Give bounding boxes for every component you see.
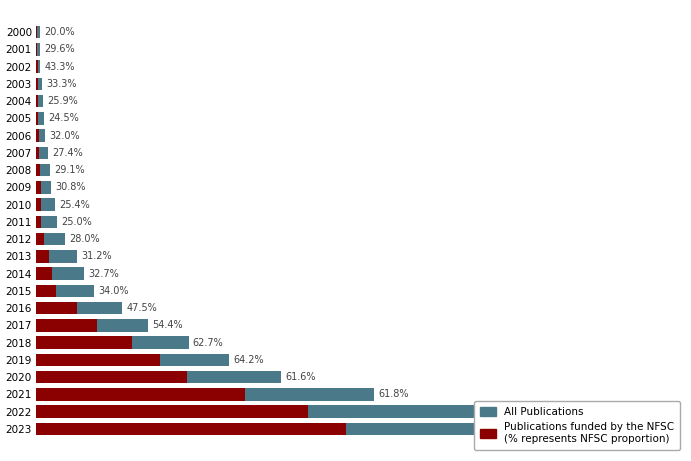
Text: 32.7%: 32.7% (88, 269, 119, 278)
Bar (49, 250, 77, 263)
Bar (40, 164, 50, 177)
Bar (41, 216, 57, 228)
Bar (187, 371, 281, 383)
Bar (36, 388, 245, 401)
Text: 60.9%: 60.9% (486, 407, 517, 417)
Bar (97, 319, 149, 331)
Text: 58.2%: 58.2% (573, 424, 603, 434)
Bar (132, 337, 189, 349)
Bar (77, 302, 122, 314)
Bar (41, 198, 55, 211)
Text: 25.0%: 25.0% (61, 217, 93, 227)
Bar (37, 43, 40, 56)
Bar (38, 95, 44, 107)
Bar (36, 233, 44, 245)
Bar (36, 250, 49, 263)
Bar (36, 354, 160, 366)
Bar (41, 181, 52, 194)
Bar (160, 354, 229, 366)
Text: 24.5%: 24.5% (48, 113, 79, 124)
Text: 29.1%: 29.1% (54, 165, 84, 175)
Text: 33.3%: 33.3% (46, 79, 77, 89)
Bar (56, 284, 94, 297)
Text: 61.6%: 61.6% (285, 372, 315, 382)
Text: 27.4%: 27.4% (53, 148, 83, 158)
Bar (307, 405, 482, 418)
Bar (36, 216, 41, 228)
Text: 47.5%: 47.5% (126, 303, 158, 313)
Text: 31.2%: 31.2% (82, 251, 112, 261)
Text: 54.4%: 54.4% (153, 320, 183, 331)
Bar (36, 26, 37, 38)
Bar (36, 78, 38, 90)
Bar (36, 337, 132, 349)
Bar (36, 130, 39, 142)
Text: 25.9%: 25.9% (48, 96, 78, 106)
Text: 62.7%: 62.7% (193, 337, 224, 348)
Bar (36, 198, 41, 211)
Bar (36, 267, 52, 280)
Text: 20.0%: 20.0% (44, 27, 75, 37)
Bar (36, 423, 346, 435)
Bar (44, 233, 65, 245)
Bar (39, 147, 48, 159)
Bar (36, 319, 97, 331)
Bar (37, 26, 39, 38)
Bar (36, 60, 38, 73)
Text: 61.8%: 61.8% (379, 389, 409, 399)
Bar (36, 147, 39, 159)
Bar (36, 112, 38, 124)
Text: 29.6%: 29.6% (44, 44, 75, 54)
Text: 43.3%: 43.3% (45, 62, 75, 72)
Bar (39, 130, 46, 142)
Bar (346, 423, 569, 435)
Text: 64.2%: 64.2% (233, 355, 264, 365)
Bar (38, 112, 44, 124)
Bar (245, 388, 374, 401)
Bar (36, 302, 77, 314)
Bar (38, 78, 41, 90)
Text: 28.0%: 28.0% (69, 234, 100, 244)
Text: 32.0%: 32.0% (50, 130, 80, 141)
Text: 25.4%: 25.4% (59, 200, 90, 210)
Bar (36, 95, 38, 107)
Text: 34.0%: 34.0% (98, 286, 129, 296)
Bar (52, 267, 84, 280)
Bar (36, 164, 40, 177)
Legend: All Publications, Publications funded by the NFSC
(% represents NFSC proportion): All Publications, Publications funded by… (473, 401, 680, 450)
Bar (36, 371, 187, 383)
Bar (36, 43, 37, 56)
Bar (38, 60, 40, 73)
Bar (36, 181, 41, 194)
Text: 30.8%: 30.8% (56, 183, 86, 192)
Bar (36, 405, 307, 418)
Bar (36, 284, 56, 297)
